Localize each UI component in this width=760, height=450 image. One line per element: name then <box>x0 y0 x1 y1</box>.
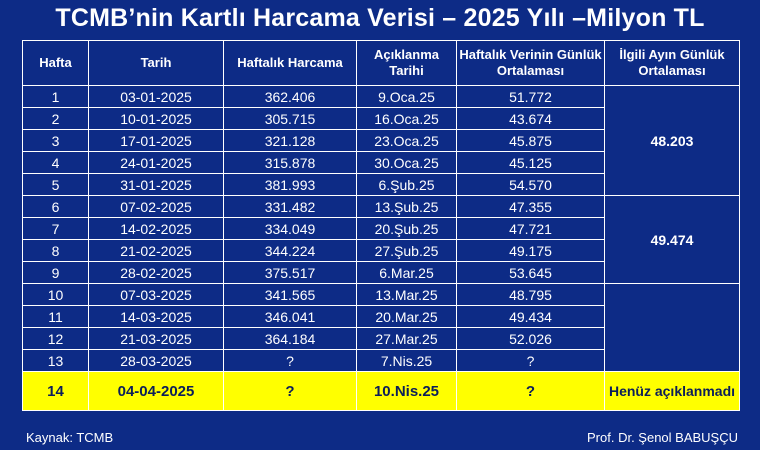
daily-avg-cell: 49.434 <box>456 305 605 328</box>
date-cell: 07-03-2025 <box>88 283 224 306</box>
daily-avg-cell: 47.721 <box>456 217 605 240</box>
week-cell: 14 <box>22 371 89 411</box>
author-note: Prof. Dr. Şenol BABUŞÇU <box>587 430 738 445</box>
date-cell: 17-01-2025 <box>88 129 224 152</box>
date-cell: 28-02-2025 <box>88 261 224 284</box>
date-cell: 31-01-2025 <box>88 173 224 196</box>
header-weekly-daily-avg: Haftalık Verinin Günlük Ortalaması <box>456 40 605 86</box>
week-cell: 8 <box>22 239 89 262</box>
date-cell: 14-02-2025 <box>88 217 224 240</box>
daily-avg-cell: 54.570 <box>456 173 605 196</box>
date-cell: 21-03-2025 <box>88 327 224 350</box>
date-cell: 10-01-2025 <box>88 107 224 130</box>
daily-avg-cell: 43.674 <box>456 107 605 130</box>
header-row: Hafta Tarih Haftalık Harcama Açıklanma T… <box>22 40 740 86</box>
week-cell: 3 <box>22 129 89 152</box>
release-cell: 7.Nis.25 <box>356 349 457 372</box>
page-title: TCMB’nin Kartlı Harcama Verisi – 2025 Yı… <box>55 4 705 32</box>
table-row: 7 14-02-2025 334.049 20.Şub.25 47.721 <box>22 217 740 240</box>
spending-cell: 334.049 <box>223 217 357 240</box>
daily-avg-cell: 52.026 <box>456 327 605 350</box>
monthly-avg-march <box>604 283 740 372</box>
release-cell: 27.Şub.25 <box>356 239 457 262</box>
spending-cell: 344.224 <box>223 239 357 262</box>
spending-table: Hafta Tarih Haftalık Harcama Açıklanma T… <box>22 40 740 411</box>
table-row: 4 24-01-2025 315.878 30.Oca.25 45.125 <box>22 151 740 174</box>
release-cell: 30.Oca.25 <box>356 151 457 174</box>
source-note: Kaynak: TCMB <box>26 430 114 445</box>
release-cell: 13.Şub.25 <box>356 195 457 218</box>
spending-cell: 341.565 <box>223 283 357 306</box>
daily-avg-cell: 45.875 <box>456 129 605 152</box>
daily-avg-cell: 45.125 <box>456 151 605 174</box>
daily-avg-cell: ? <box>456 371 605 411</box>
release-cell: 20.Mar.25 <box>356 305 457 328</box>
date-cell: 24-01-2025 <box>88 151 224 174</box>
release-cell: 9.Oca.25 <box>356 85 457 108</box>
table-row: 13 28-03-2025 ? 7.Nis.25 ? <box>22 349 740 372</box>
monthly-avg-january: 48.203 <box>604 85 740 196</box>
release-cell: 20.Şub.25 <box>356 217 457 240</box>
header-week: Hafta <box>22 40 89 86</box>
spending-cell: 346.041 <box>223 305 357 328</box>
table-row: 1 03-01-2025 362.406 9.Oca.25 51.772 48.… <box>22 85 740 196</box>
daily-avg-cell: 47.355 <box>456 195 605 218</box>
release-cell: 27.Mar.25 <box>356 327 457 350</box>
week-cell: 10 <box>22 283 89 306</box>
table-row: 10 07-03-2025 341.565 13.Mar.25 48.795 <box>22 283 740 372</box>
week-cell: 13 <box>22 349 89 372</box>
spending-cell: 321.128 <box>223 129 357 152</box>
week-cell: 5 <box>22 173 89 196</box>
date-cell: 14-03-2025 <box>88 305 224 328</box>
spending-cell: 381.993 <box>223 173 357 196</box>
date-cell: 07-02-2025 <box>88 195 224 218</box>
release-cell: 23.Oca.25 <box>356 129 457 152</box>
date-cell: 21-02-2025 <box>88 239 224 262</box>
header-monthly-daily-avg: İlgili Ayın Günlük Ortalaması <box>604 40 740 86</box>
week-cell: 11 <box>22 305 89 328</box>
release-cell: 10.Nis.25 <box>356 371 457 411</box>
week-cell: 9 <box>22 261 89 284</box>
week-cell: 12 <box>22 327 89 350</box>
header-weekly-spending: Haftalık Harcama <box>223 40 357 86</box>
monthly-avg-pending: Henüz açıklanmadı <box>604 371 740 411</box>
week-cell: 4 <box>22 151 89 174</box>
daily-avg-cell: 49.175 <box>456 239 605 262</box>
table-row: 6 07-02-2025 331.482 13.Şub.25 47.355 49… <box>22 195 740 284</box>
release-cell: 6.Şub.25 <box>356 173 457 196</box>
daily-avg-cell: ? <box>456 349 605 372</box>
monthly-avg-february: 49.474 <box>604 195 740 284</box>
spending-cell: 375.517 <box>223 261 357 284</box>
spending-cell: ? <box>223 371 357 411</box>
week-cell: 1 <box>22 85 89 108</box>
date-cell: 03-01-2025 <box>88 85 224 108</box>
spending-cell: ? <box>223 349 357 372</box>
week-cell: 6 <box>22 195 89 218</box>
spending-cell: 315.878 <box>223 151 357 174</box>
table-row: 11 14-03-2025 346.041 20.Mar.25 49.434 <box>22 305 740 328</box>
daily-avg-cell: 53.645 <box>456 261 605 284</box>
spending-cell: 305.715 <box>223 107 357 130</box>
header-release-date: Açıklanma Tarihi <box>356 40 457 86</box>
release-cell: 6.Mar.25 <box>356 261 457 284</box>
release-cell: 16.Oca.25 <box>356 107 457 130</box>
header-date: Tarih <box>88 40 224 86</box>
highlighted-row: 14 04-04-2025 ? 10.Nis.25 ? Henüz açıkla… <box>22 371 740 411</box>
date-cell: 04-04-2025 <box>88 371 224 411</box>
spending-cell: 331.482 <box>223 195 357 218</box>
date-cell: 28-03-2025 <box>88 349 224 372</box>
week-cell: 2 <box>22 107 89 130</box>
release-cell: 13.Mar.25 <box>356 283 457 306</box>
week-cell: 7 <box>22 217 89 240</box>
daily-avg-cell: 48.795 <box>456 283 605 306</box>
spending-cell: 362.406 <box>223 85 357 108</box>
spending-cell: 364.184 <box>223 327 357 350</box>
daily-avg-cell: 51.772 <box>456 85 605 108</box>
